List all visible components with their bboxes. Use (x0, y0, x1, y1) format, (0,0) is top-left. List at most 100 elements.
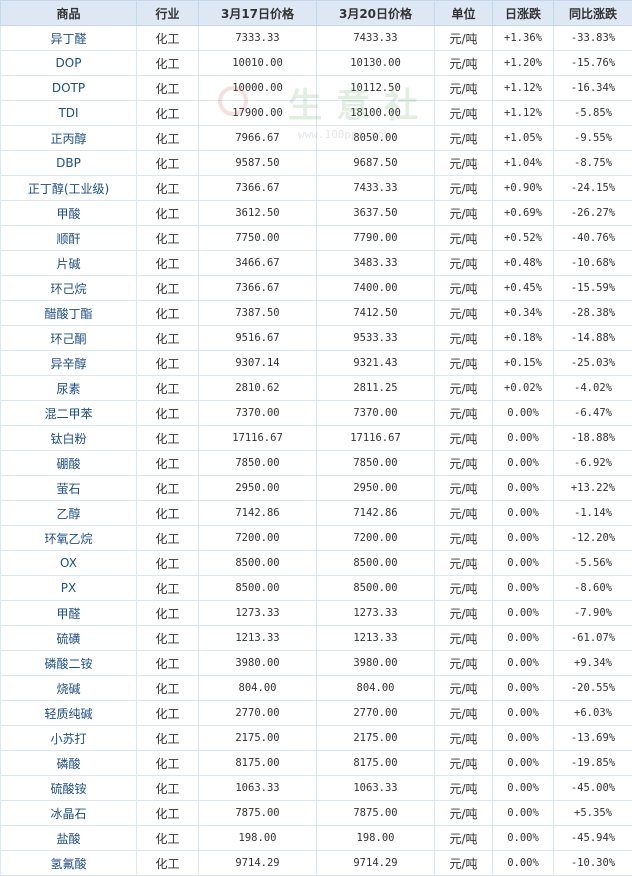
price-mar17-cell: 3466.67 (198, 250, 317, 276)
daily-change-cell: +0.90% (492, 175, 554, 201)
unit-cell: 元/吨 (434, 700, 493, 726)
header-commodity[interactable]: 商品 (0, 0, 137, 26)
industry-cell: 化工 (136, 100, 199, 126)
header-price-mar17[interactable]: 3月17日价格 (198, 0, 317, 26)
price-mar20-cell: 9533.33 (316, 325, 435, 351)
unit-cell: 元/吨 (434, 100, 493, 126)
price-mar17-cell: 1273.33 (198, 600, 317, 626)
daily-change-cell: +0.48% (492, 250, 554, 276)
industry-cell: 化工 (136, 600, 199, 626)
price-mar20-cell: 7850.00 (316, 450, 435, 476)
commodity-name-link[interactable]: 环氧乙烷 (0, 525, 137, 551)
commodity-name-link[interactable]: TDI (0, 100, 137, 126)
commodity-name-link[interactable]: 混二甲苯 (0, 400, 137, 426)
price-mar17-cell: 2810.62 (198, 375, 317, 401)
header-unit[interactable]: 单位 (434, 0, 493, 26)
price-mar17-cell: 7200.00 (198, 525, 317, 551)
price-mar17-cell: 1213.33 (198, 625, 317, 651)
commodity-name-link[interactable]: 轻质纯碱 (0, 700, 137, 726)
price-mar17-cell: 7966.67 (198, 125, 317, 151)
industry-cell: 化工 (136, 75, 199, 101)
price-mar20-cell: 8500.00 (316, 575, 435, 601)
price-mar17-cell: 8500.00 (198, 550, 317, 576)
commodity-name-link[interactable]: 硫磺 (0, 625, 137, 651)
table-row: 轻质纯碱 化工 2770.00 2770.00 元/吨 0.00% +6.03% (0, 700, 632, 726)
commodity-name-link[interactable]: 正丙醇 (0, 125, 137, 151)
commodity-name-link[interactable]: DOP (0, 50, 137, 76)
price-mar17-cell: 3980.00 (198, 650, 317, 676)
unit-cell: 元/吨 (434, 800, 493, 826)
industry-cell: 化工 (136, 375, 199, 401)
industry-cell: 化工 (136, 125, 199, 151)
commodity-name-link[interactable]: 硼酸 (0, 450, 137, 476)
price-mar20-cell: 804.00 (316, 675, 435, 701)
unit-cell: 元/吨 (434, 125, 493, 151)
yoy-change-cell: -7.90% (553, 600, 632, 626)
table-row: 片碱 化工 3466.67 3483.33 元/吨 +0.48% -10.68% (0, 250, 632, 276)
commodity-name-link[interactable]: 磷酸二铵 (0, 650, 137, 676)
commodity-name-link[interactable]: 醋酸丁酯 (0, 300, 137, 326)
commodity-name-link[interactable]: 钛白粉 (0, 425, 137, 451)
yoy-change-cell: -5.56% (553, 550, 632, 576)
price-mar17-cell: 9587.50 (198, 150, 317, 176)
commodity-name-link[interactable]: 乙醇 (0, 500, 137, 526)
price-mar17-cell: 7366.67 (198, 175, 317, 201)
daily-change-cell: 0.00% (492, 475, 554, 501)
commodity-name-link[interactable]: 盐酸 (0, 825, 137, 851)
yoy-change-cell: +6.03% (553, 700, 632, 726)
commodity-name-link[interactable]: 异丁醛 (0, 25, 137, 51)
header-industry[interactable]: 行业 (136, 0, 199, 26)
unit-cell: 元/吨 (434, 600, 493, 626)
header-yoy-change[interactable]: 同比涨跌 (553, 0, 632, 26)
unit-cell: 元/吨 (434, 475, 493, 501)
table-row: 萤石 化工 2950.00 2950.00 元/吨 0.00% +13.22% (0, 475, 632, 501)
price-mar20-cell: 2811.25 (316, 375, 435, 401)
header-daily-change[interactable]: 日涨跌 (492, 0, 554, 26)
commodity-name-link[interactable]: 烧碱 (0, 675, 137, 701)
industry-cell: 化工 (136, 425, 199, 451)
industry-cell: 化工 (136, 325, 199, 351)
price-mar20-cell: 3637.50 (316, 200, 435, 226)
daily-change-cell: +0.02% (492, 375, 554, 401)
commodity-name-link[interactable]: 萤石 (0, 475, 137, 501)
commodity-name-link[interactable]: 正丁醇(工业级) (0, 175, 137, 201)
daily-change-cell: 0.00% (492, 625, 554, 651)
table-row: TDI 化工 17900.00 18100.00 元/吨 +1.12% -5.85% (0, 100, 632, 126)
daily-change-cell: +0.69% (492, 200, 554, 226)
daily-change-cell: 0.00% (492, 725, 554, 751)
commodity-name-link[interactable]: 片碱 (0, 250, 137, 276)
commodity-name-link[interactable]: 尿素 (0, 375, 137, 401)
commodity-name-link[interactable]: 冰晶石 (0, 800, 137, 826)
yoy-change-cell: -5.85% (553, 100, 632, 126)
commodity-name-link[interactable]: 磷酸 (0, 750, 137, 776)
daily-change-cell: 0.00% (492, 850, 554, 876)
yoy-change-cell: -10.30% (553, 850, 632, 876)
price-mar20-cell: 198.00 (316, 825, 435, 851)
industry-cell: 化工 (136, 275, 199, 301)
commodity-name-link[interactable]: 甲醛 (0, 600, 137, 626)
commodity-name-link[interactable]: 顺酐 (0, 225, 137, 251)
commodity-name-link[interactable]: 环己酮 (0, 325, 137, 351)
commodity-name-link[interactable]: 硫酸铵 (0, 775, 137, 801)
price-mar20-cell: 8175.00 (316, 750, 435, 776)
commodity-name-link[interactable]: 氢氟酸 (0, 850, 137, 876)
industry-cell: 化工 (136, 150, 199, 176)
price-mar20-cell: 9321.43 (316, 350, 435, 376)
daily-change-cell: 0.00% (492, 675, 554, 701)
yoy-change-cell: -8.75% (553, 150, 632, 176)
commodity-name-link[interactable]: 甲酸 (0, 200, 137, 226)
header-price-mar20[interactable]: 3月20日价格 (316, 0, 435, 26)
commodity-name-link[interactable]: PX (0, 575, 137, 601)
daily-change-cell: 0.00% (492, 750, 554, 776)
commodity-name-link[interactable]: 小苏打 (0, 725, 137, 751)
price-mar17-cell: 7850.00 (198, 450, 317, 476)
commodity-name-link[interactable]: DBP (0, 150, 137, 176)
commodity-name-link[interactable]: DOTP (0, 75, 137, 101)
table-row: 冰晶石 化工 7875.00 7875.00 元/吨 0.00% +5.35% (0, 800, 632, 826)
industry-cell: 化工 (136, 650, 199, 676)
yoy-change-cell: -28.38% (553, 300, 632, 326)
commodity-name-link[interactable]: 环己烷 (0, 275, 137, 301)
industry-cell: 化工 (136, 25, 199, 51)
commodity-name-link[interactable]: OX (0, 550, 137, 576)
commodity-name-link[interactable]: 异辛醇 (0, 350, 137, 376)
